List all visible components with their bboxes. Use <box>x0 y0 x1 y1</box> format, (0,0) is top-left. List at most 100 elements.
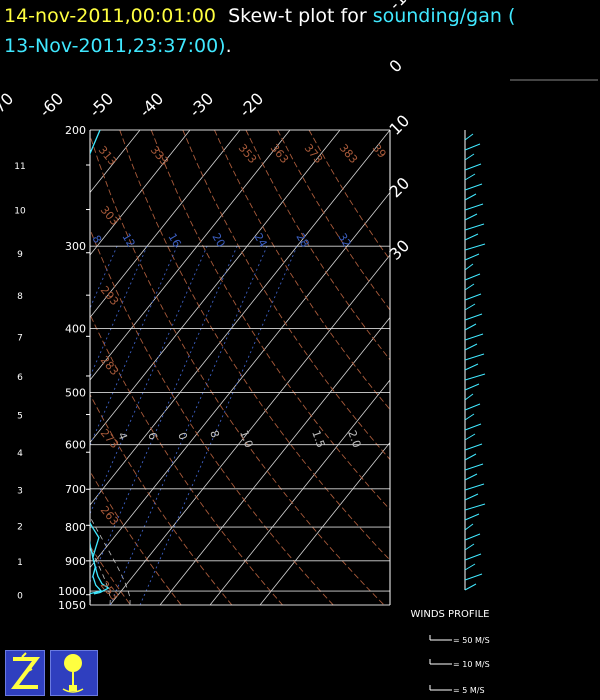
wind-barb <box>464 183 483 191</box>
wind-barb <box>464 403 481 411</box>
wind-barb <box>464 343 478 351</box>
isobars <box>90 129 390 606</box>
mixing-ratio-label: 8 <box>89 233 104 246</box>
wind-barb <box>464 153 475 161</box>
wind-barb <box>464 273 481 281</box>
isotherm-right-label: 0 <box>385 56 406 77</box>
wind-barb <box>464 383 480 391</box>
dry-adiabat-label: 293 <box>98 284 121 308</box>
pressure-tick-label: 400 <box>65 323 86 336</box>
height-tick-label: 11 <box>14 162 25 172</box>
wind-barb <box>464 503 486 511</box>
zebra-logo-icon <box>11 652 40 689</box>
mixing-ratio-label: 32 <box>335 231 353 250</box>
pressure-tick-label: 700 <box>65 483 86 496</box>
axis-labels: 2003004005006007008009001000105001234567… <box>0 0 417 612</box>
dewpoint-trace <box>90 521 103 595</box>
pressure-tick-label: 300 <box>65 240 86 253</box>
isotherm-top-label: -70 <box>0 89 17 121</box>
dry-adiabat-label: 353 <box>236 142 259 166</box>
dry-adiabat-line <box>245 130 390 361</box>
mixing-ratio-label: 28 <box>293 231 311 250</box>
sounding-traces <box>90 130 110 595</box>
mixing-ratio-line <box>139 245 298 605</box>
sounding-source: sounding/gan ( <box>372 5 516 27</box>
isotherm-line <box>90 191 390 569</box>
mixing-ratio-line <box>109 245 268 605</box>
wind-barb <box>464 413 475 421</box>
height-tick-label: 0 <box>17 592 23 602</box>
wind-barb <box>464 363 479 371</box>
wind-barb <box>464 253 480 261</box>
height-tick-label: 1 <box>17 558 23 568</box>
wind-barb <box>464 173 476 181</box>
mixing-ratio-label: 12 <box>119 231 137 250</box>
legend-entry: = 5 M/S <box>453 686 485 695</box>
moist-adiabat-line <box>0 130 57 605</box>
pressure-tick-label: 1000 <box>58 585 86 598</box>
dry-adiabat-line <box>150 130 390 511</box>
height-tick-label: 4 <box>17 449 23 459</box>
dry-adiabat-label: 283 <box>98 354 121 378</box>
dry-adiabat-label: 363 <box>268 142 291 166</box>
wind-barb <box>464 453 477 461</box>
wind-barb <box>464 203 484 211</box>
moist-ratio-label: 1.5 <box>309 429 327 450</box>
isotherm-line <box>90 130 390 506</box>
moist-adiabat-line <box>0 130 54 605</box>
isotherm-top-label: -50 <box>85 89 117 121</box>
dry-adiabat-label: 303 <box>98 204 121 228</box>
wind-barb <box>464 143 481 151</box>
wind-barb <box>464 433 476 441</box>
wind-barb <box>464 423 482 431</box>
title-text: Skew-t plot for <box>228 5 367 27</box>
legend-entry: = 50 M/S <box>453 636 490 645</box>
isotherm-line <box>109 254 390 605</box>
mixing-ratio-line <box>90 245 148 378</box>
mixing-ratio-line <box>0 246 27 605</box>
pressure-tick-label: 800 <box>65 521 86 534</box>
isotherm-right-label: -10 <box>385 0 417 14</box>
wind-profile <box>464 130 486 591</box>
mixing-ratio-line <box>0 246 87 605</box>
wind-barb <box>464 283 475 291</box>
isotherm-line <box>259 441 390 605</box>
pressure-tick-label: 600 <box>65 439 86 452</box>
moist-adiabat-line <box>0 130 53 605</box>
isotherm-line <box>90 130 291 381</box>
dry-adiabat-line <box>90 545 131 605</box>
dry-adiabat-line <box>90 228 334 605</box>
wind-barb <box>464 533 481 541</box>
wind-barb <box>464 483 485 491</box>
isotherm-line <box>0 130 40 605</box>
moist-ratio-label: 2.0 <box>345 429 363 450</box>
wind-barb <box>464 213 478 221</box>
height-tick-label: 2 <box>17 522 23 532</box>
height-tick-label: 8 <box>17 292 23 302</box>
wind-barb <box>464 223 485 231</box>
isotherm-top-label: -20 <box>235 89 267 121</box>
height-tick-label: 3 <box>17 486 23 496</box>
mixing-ratio-line <box>90 245 208 515</box>
wind-barb <box>464 583 477 591</box>
chart-title-line-1: 14-nov-2011,00:01:00 Skew-t plot for sou… <box>4 4 515 28</box>
wind-barb <box>464 303 476 311</box>
isotherm-line <box>90 130 191 256</box>
sounding-time: 13-Nov-2011,23:37:00) <box>4 35 226 57</box>
wind-barb <box>464 513 480 521</box>
moist-adiabat-line <box>0 130 56 605</box>
wind-barb <box>464 293 482 301</box>
mixing-ratio-line <box>90 245 118 310</box>
moist-adiabat-line <box>12 130 71 605</box>
wind-profile-title: WINDS PROFILE <box>411 609 490 620</box>
chart-title-line-2: 13-Nov-2011,23:37:00). <box>4 34 232 58</box>
dry-adiabat-line <box>119 130 390 561</box>
wind-barb <box>464 243 486 251</box>
height-tick-label: 7 <box>17 333 23 343</box>
dry-adiabat-label: 263 <box>98 504 121 528</box>
isotherm-top-label: -40 <box>135 89 167 121</box>
wind-barb <box>464 563 476 571</box>
moist-ratio-label: 0 <box>175 431 190 442</box>
moist-adiabat-line <box>4 130 59 605</box>
